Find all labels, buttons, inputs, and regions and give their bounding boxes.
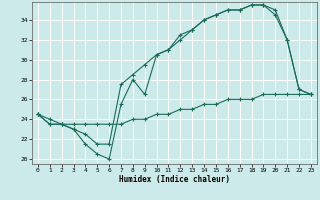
X-axis label: Humidex (Indice chaleur): Humidex (Indice chaleur): [119, 175, 230, 184]
